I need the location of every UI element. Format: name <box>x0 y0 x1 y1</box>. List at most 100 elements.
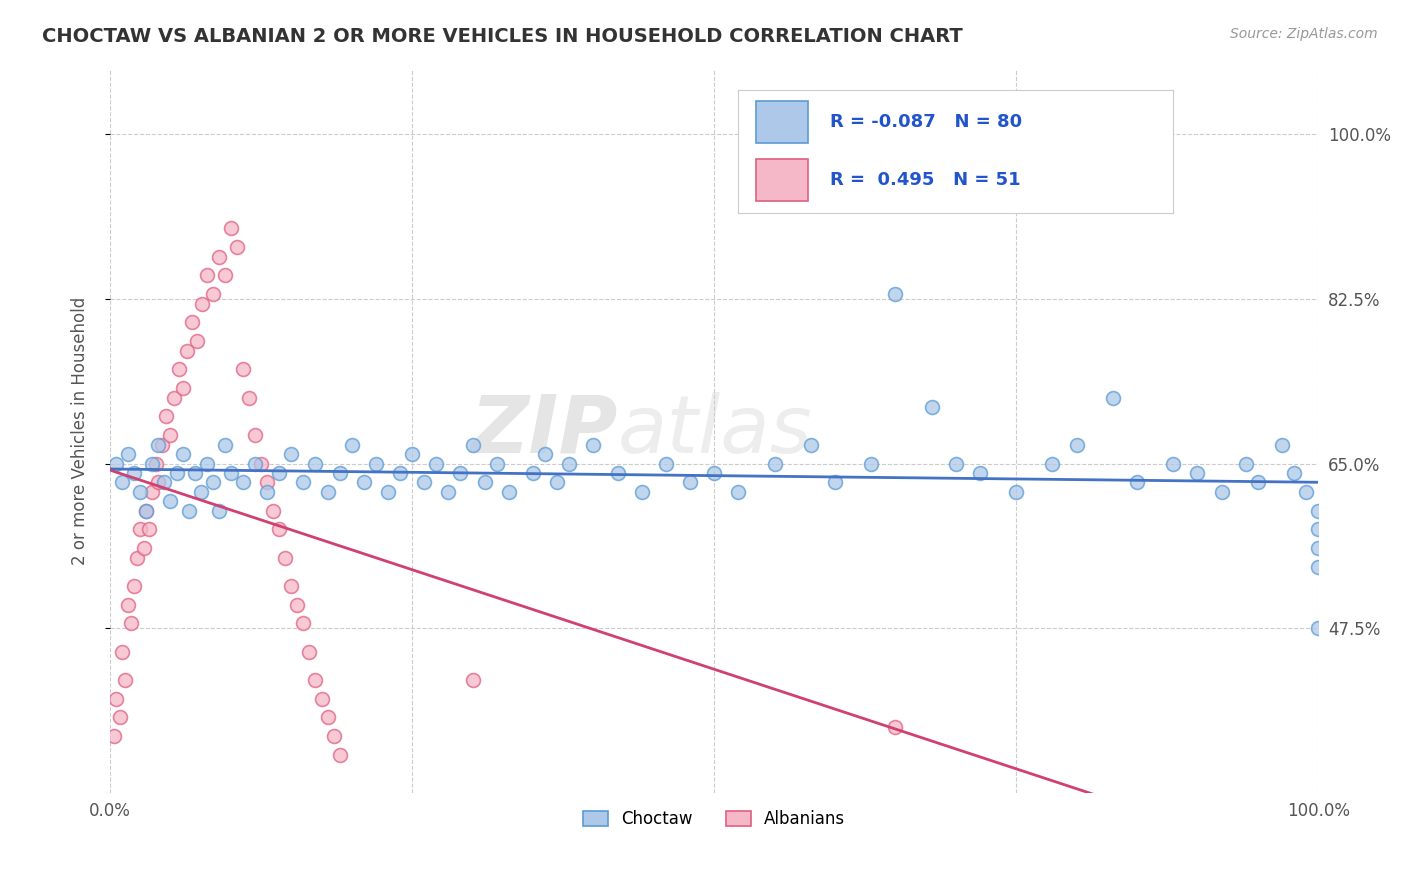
Point <box>322 729 344 743</box>
Text: CHOCTAW VS ALBANIAN 2 OR MORE VEHICLES IN HOUSEHOLD CORRELATION CHART: CHOCTAW VS ALBANIAN 2 OR MORE VEHICLES I… <box>42 27 963 45</box>
Point <box>117 598 139 612</box>
Point <box>485 457 508 471</box>
Point <box>166 466 188 480</box>
Point <box>181 315 204 329</box>
Text: Source: ZipAtlas.com: Source: ZipAtlas.com <box>1230 27 1378 41</box>
Point <box>304 457 326 471</box>
Point <box>138 522 160 536</box>
Point <box>150 438 173 452</box>
Point <box>141 457 163 471</box>
Point <box>256 484 278 499</box>
Point <box>256 475 278 490</box>
Point <box>292 616 315 631</box>
Point <box>129 484 152 499</box>
Point <box>195 268 218 283</box>
Point <box>145 457 167 471</box>
Point <box>461 673 484 687</box>
Point <box>703 466 725 480</box>
Point <box>606 466 628 480</box>
Point <box>921 400 943 414</box>
Point <box>1005 484 1028 499</box>
Point <box>195 457 218 471</box>
Point <box>389 466 412 480</box>
Point <box>1295 484 1317 499</box>
Point <box>884 287 907 301</box>
Point <box>280 447 302 461</box>
Point <box>884 720 907 734</box>
Point <box>377 484 399 499</box>
Point <box>155 409 177 424</box>
Point <box>474 475 496 490</box>
Point <box>353 475 375 490</box>
Point <box>135 503 157 517</box>
Point <box>269 466 291 480</box>
Point <box>522 466 544 480</box>
Point <box>269 522 291 536</box>
Point <box>122 466 145 480</box>
Point <box>824 475 846 490</box>
Point <box>655 457 678 471</box>
Point <box>316 710 339 724</box>
Text: atlas: atlas <box>617 392 813 469</box>
Point <box>148 438 170 452</box>
Point <box>1066 438 1088 452</box>
Y-axis label: 2 or more Vehicles in Household: 2 or more Vehicles in Household <box>72 296 89 565</box>
Point <box>250 457 273 471</box>
Point <box>232 475 254 490</box>
Point <box>1187 466 1209 480</box>
Point <box>183 466 205 480</box>
Point <box>860 457 883 471</box>
Point <box>219 221 242 235</box>
Point <box>1308 560 1330 574</box>
Point <box>292 475 315 490</box>
Point <box>191 296 214 310</box>
Point <box>329 747 352 762</box>
Point <box>105 691 128 706</box>
Point <box>498 484 520 499</box>
Point <box>1126 475 1149 490</box>
Point <box>153 475 176 490</box>
Point <box>679 475 702 490</box>
Point <box>186 334 208 349</box>
Point <box>1161 457 1184 471</box>
Point <box>401 447 423 461</box>
Point <box>763 457 786 471</box>
Point <box>219 466 242 480</box>
Point <box>285 598 308 612</box>
Point <box>534 447 557 461</box>
Point <box>232 362 254 376</box>
Point <box>274 550 297 565</box>
Point <box>316 484 339 499</box>
Point <box>1211 484 1233 499</box>
Point <box>159 428 181 442</box>
Point <box>108 710 131 724</box>
Point <box>111 644 134 658</box>
Point <box>117 447 139 461</box>
Point <box>437 484 460 499</box>
Point <box>141 484 163 499</box>
Point <box>1102 391 1125 405</box>
Point <box>425 457 447 471</box>
Point <box>226 240 249 254</box>
Point <box>243 428 266 442</box>
Point <box>1308 522 1330 536</box>
Point <box>214 268 236 283</box>
Point <box>280 579 302 593</box>
Point <box>125 550 148 565</box>
Point <box>122 579 145 593</box>
Point <box>120 616 142 631</box>
Text: ZIP: ZIP <box>470 392 617 469</box>
Point <box>132 541 155 556</box>
Point <box>304 673 326 687</box>
Point <box>1247 475 1270 490</box>
Point <box>558 457 581 471</box>
Point <box>311 691 333 706</box>
Point <box>364 457 387 471</box>
Point <box>546 475 568 490</box>
Point <box>413 475 436 490</box>
Point <box>582 438 605 452</box>
Point <box>163 391 186 405</box>
Point <box>1234 457 1257 471</box>
Point <box>214 438 236 452</box>
Point <box>1308 503 1330 517</box>
